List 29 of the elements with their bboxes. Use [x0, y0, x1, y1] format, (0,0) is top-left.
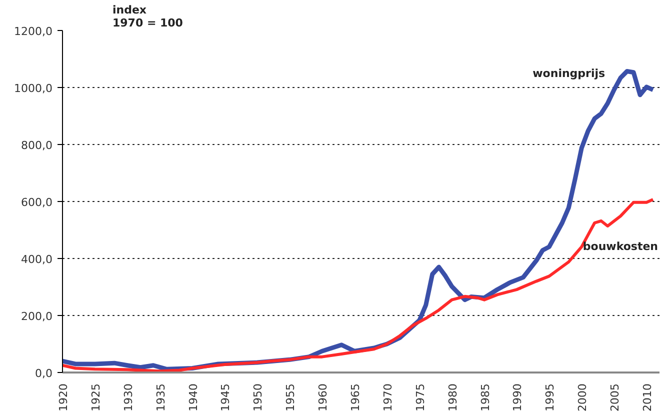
x-tick-label: 1925 — [89, 383, 102, 412]
x-tick-label: 1930 — [122, 383, 135, 412]
series-label: woningprijs — [532, 66, 606, 80]
y-tick-label: 200,0 — [21, 310, 53, 323]
y-tick-label: 600,0 — [21, 196, 53, 209]
x-tick-label: 1985 — [478, 383, 492, 412]
x-tick-label: 1995 — [544, 383, 557, 412]
series-label: bouwkosten — [582, 240, 658, 254]
x-tick-label: 1950 — [252, 383, 265, 412]
x-tick-label: 1980 — [446, 383, 460, 412]
x-tick-label: 1955 — [284, 383, 298, 412]
x-tick-label: 1945 — [219, 383, 232, 412]
x-tick-label: 2000 — [576, 383, 590, 412]
y-tick-label: 1000,0 — [14, 82, 53, 95]
x-tick-label: 1940 — [186, 383, 200, 412]
x-tick-label: 1975 — [414, 383, 427, 412]
x-tick-label: 2005 — [608, 383, 622, 412]
y-tick-label: 1200,0 — [14, 25, 53, 38]
y-tick-label: 400,0 — [21, 253, 53, 266]
x-tick-label: 1965 — [349, 383, 362, 412]
y-axis-title: index 1970 = 100 — [112, 4, 184, 30]
x-tick-label: 1920 — [57, 383, 70, 412]
y-tick-label: 0,0 — [35, 367, 53, 380]
x-tick-label: 1970 — [381, 383, 394, 412]
y-tick-label: 800,0 — [21, 139, 53, 152]
x-tick-label: 1935 — [154, 383, 168, 412]
x-tick-label: 1960 — [316, 383, 330, 412]
x-tick-label: 1990 — [511, 383, 524, 412]
x-tick-label: 2010 — [641, 383, 654, 412]
